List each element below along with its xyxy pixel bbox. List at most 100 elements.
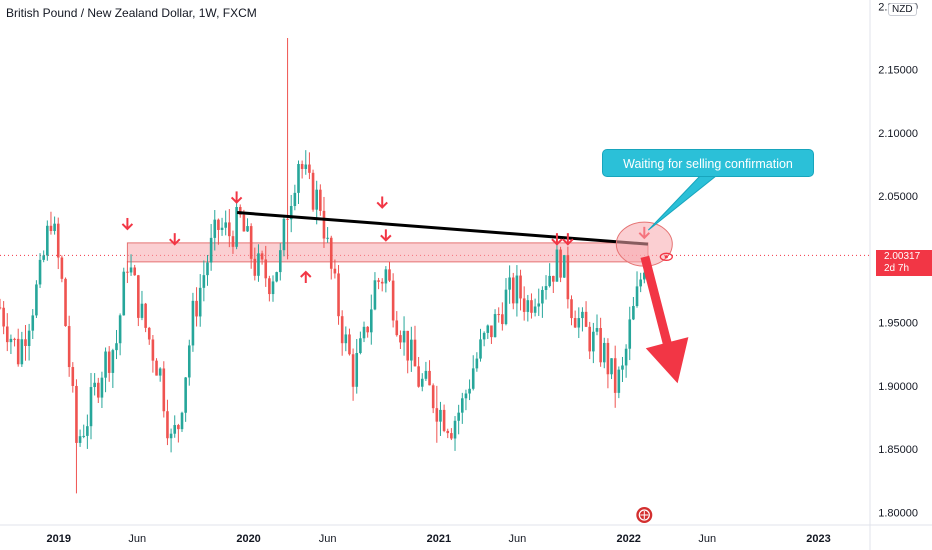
- candle-body: [213, 219, 217, 238]
- candle-body: [497, 314, 501, 316]
- candle-body: [0, 307, 2, 309]
- candle-body: [380, 281, 384, 284]
- candle-body: [384, 269, 388, 284]
- candle-body: [544, 286, 548, 290]
- marker-head: [230, 196, 243, 204]
- candle-body: [377, 280, 380, 282]
- candle-body: [271, 281, 275, 295]
- candle-body: [260, 253, 264, 260]
- marker-head: [300, 270, 312, 278]
- candle-body: [71, 367, 75, 386]
- candle-body: [67, 326, 71, 368]
- candle-body: [504, 289, 508, 325]
- candle-body: [111, 350, 115, 373]
- currency-badge[interactable]: NZD: [888, 3, 917, 16]
- candle-body: [628, 319, 632, 349]
- callout-box[interactable]: Waiting for selling confirmation: [602, 149, 814, 177]
- candle-body: [268, 278, 271, 295]
- candle-body: [482, 332, 486, 340]
- candle-body: [326, 237, 329, 239]
- x-axis: 2019 Jun 2020 Jun 2021 Jun 2022 Jun 2023: [47, 533, 831, 545]
- candle-body: [464, 393, 468, 399]
- candle-body: [169, 433, 173, 439]
- candle-body: [107, 351, 111, 373]
- candle-body: [562, 255, 566, 278]
- marker-head: [551, 238, 563, 246]
- projection-arrow: [640, 255, 689, 384]
- candle-body: [424, 370, 428, 379]
- x-tick-label: 2022: [616, 533, 640, 545]
- candle-body: [450, 433, 453, 439]
- event-flag-ring: [638, 509, 650, 521]
- candle-body: [617, 369, 621, 393]
- candle-body: [31, 315, 35, 331]
- marker-head: [380, 234, 392, 242]
- candle-body: [461, 398, 464, 413]
- up-arrow-marker-icon: [300, 270, 312, 283]
- y-tick-label: 1.80000: [878, 507, 918, 519]
- candle-body: [173, 425, 177, 434]
- candle-body: [187, 345, 191, 378]
- candle-body: [133, 267, 136, 276]
- candle-body: [333, 268, 337, 274]
- candle-body: [100, 377, 104, 398]
- candle-body: [413, 339, 417, 367]
- candle-body: [519, 275, 522, 299]
- candles-layer: [0, 37, 650, 494]
- candle-body: [195, 300, 198, 317]
- candle-body: [402, 330, 406, 343]
- candle-body: [501, 314, 504, 325]
- candle-body: [351, 354, 355, 387]
- candle-body: [329, 237, 333, 269]
- candle-body: [13, 338, 16, 340]
- candle-body: [643, 272, 646, 280]
- candle-body: [297, 164, 300, 193]
- candle-body: [166, 411, 169, 439]
- candle-body: [27, 330, 31, 346]
- event-flag-icon[interactable]: [636, 507, 653, 523]
- candle-body: [191, 300, 195, 346]
- candle-body: [20, 339, 24, 365]
- candle-body: [151, 339, 155, 361]
- x-tick-label: Jun: [698, 533, 716, 545]
- candle-body: [340, 316, 344, 344]
- candle-body: [286, 218, 289, 220]
- candle-body: [155, 360, 158, 376]
- candle-body: [89, 387, 93, 427]
- candle-body: [584, 311, 588, 327]
- candle-body: [468, 388, 471, 394]
- candle-body: [391, 280, 395, 321]
- candle-body: [104, 351, 107, 378]
- candle-body: [410, 339, 413, 361]
- candle-body: [395, 320, 399, 336]
- marker-head: [376, 201, 388, 209]
- candle-body: [224, 222, 227, 228]
- candle-body: [621, 365, 624, 370]
- candle-body: [442, 409, 446, 431]
- candle-body: [475, 358, 479, 369]
- candle-body: [246, 226, 249, 232]
- candle-body: [137, 275, 140, 318]
- eye-icon: [659, 252, 673, 261]
- candle-body: [78, 436, 82, 443]
- candle-body: [632, 306, 635, 320]
- candle-body: [275, 272, 278, 282]
- candle-body: [431, 385, 435, 409]
- candle-body: [180, 412, 184, 430]
- y-tick-label: 2.10000: [878, 128, 918, 140]
- candle-body: [613, 358, 617, 393]
- candle-body: [53, 223, 56, 232]
- candle-body: [60, 257, 64, 279]
- candle-body: [471, 368, 475, 389]
- candle-body: [144, 303, 147, 328]
- candle-body: [293, 192, 297, 207]
- candle-body: [308, 164, 311, 173]
- candle-body: [406, 330, 409, 361]
- bar-countdown: 2d 7h: [884, 263, 910, 274]
- candle-body: [217, 219, 220, 230]
- candle-body: [86, 426, 89, 436]
- candle-body: [533, 306, 537, 313]
- candle-body: [595, 328, 599, 332]
